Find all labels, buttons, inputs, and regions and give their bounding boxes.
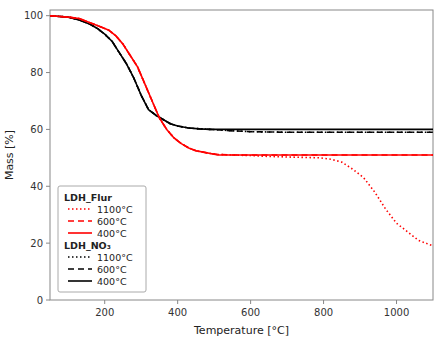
- x-tick-label: 200: [95, 307, 114, 318]
- y-tick-label: 80: [30, 67, 43, 78]
- y-tick-label: 20: [30, 238, 43, 249]
- x-tick: [323, 300, 324, 304]
- y-tick: [46, 72, 50, 73]
- legend-group-title: LDH_Flur: [64, 192, 112, 203]
- x-tick-label: 800: [314, 307, 333, 318]
- x-tick-label: 600: [241, 307, 260, 318]
- legend-swatch: [68, 232, 92, 234]
- legend: LDH_Flur1100°C600°C400°CLDH_NO₃1100°C600…: [58, 186, 146, 292]
- legend-swatch: [68, 208, 92, 210]
- x-tick: [250, 300, 251, 304]
- legend-box: [58, 186, 146, 292]
- x-tick: [177, 300, 178, 304]
- y-axis-label: Mass [%]: [3, 130, 16, 180]
- legend-swatch: [68, 256, 92, 258]
- series-line: [50, 16, 433, 130]
- legend-swatch: [68, 268, 92, 270]
- legend-swatch: [68, 220, 92, 222]
- x-tick: [396, 300, 397, 304]
- legend-label: 400°C: [97, 228, 127, 239]
- y-tick-label: 60: [30, 124, 43, 135]
- y-tick: [46, 129, 50, 130]
- y-tick-label: 40: [30, 181, 43, 192]
- y-tick: [46, 186, 50, 187]
- legend-label: 400°C: [97, 276, 127, 287]
- legend-swatch: [68, 280, 92, 282]
- legend-label: 1100°C: [97, 252, 133, 263]
- legend-label: 600°C: [97, 264, 127, 275]
- y-tick: [46, 300, 50, 301]
- lines: [50, 16, 433, 246]
- y-tick-label: 0: [37, 295, 43, 306]
- series-line: [50, 16, 433, 246]
- y-tick: [46, 15, 50, 16]
- plot-frame: [50, 10, 433, 300]
- chart: 200 400 600 800 1000 0 20 40 60 80 100 Temperature …: [0, 0, 445, 342]
- y-tick-label: 100: [24, 10, 43, 21]
- series-line: [50, 16, 433, 133]
- x-tick-label: 1000: [384, 307, 409, 318]
- x-axis-label: Temperature [°C]: [193, 324, 289, 337]
- y-tick: [46, 243, 50, 244]
- series-line: [50, 16, 433, 133]
- x-tick-label: 400: [168, 307, 187, 318]
- series-line: [50, 16, 433, 155]
- legend-group-title: LDH_NO₃: [64, 240, 111, 251]
- series-line: [50, 16, 433, 155]
- legend-label: 600°C: [97, 216, 127, 227]
- legend-label: 1100°C: [97, 204, 133, 215]
- x-tick: [104, 300, 105, 304]
